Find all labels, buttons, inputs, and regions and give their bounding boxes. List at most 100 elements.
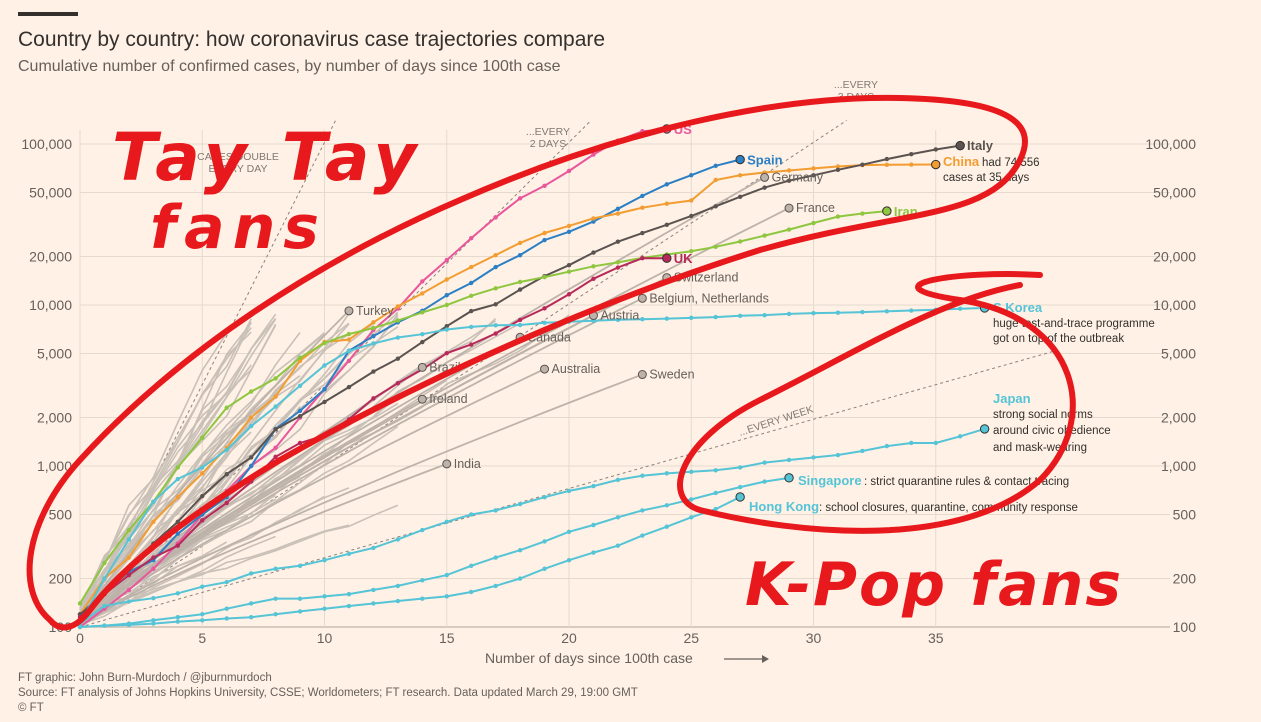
series-point bbox=[615, 543, 621, 548]
series-point bbox=[762, 460, 767, 465]
country-label: Germany bbox=[772, 170, 824, 184]
series-point bbox=[200, 435, 205, 440]
series-point bbox=[689, 515, 694, 520]
series-point bbox=[200, 518, 205, 523]
series-line bbox=[79, 496, 741, 628]
series-point bbox=[175, 591, 180, 596]
series-point bbox=[248, 571, 254, 576]
series-point bbox=[713, 314, 718, 320]
series-point bbox=[762, 312, 767, 318]
series-point bbox=[542, 183, 547, 189]
country-label: Ireland bbox=[429, 392, 467, 406]
y-tick-left: 50,000 bbox=[29, 184, 72, 200]
series-point bbox=[713, 244, 718, 249]
series-point bbox=[591, 264, 596, 269]
series-point bbox=[517, 501, 523, 507]
y-tick-right: 2,000 bbox=[1161, 410, 1196, 426]
series-point bbox=[200, 465, 205, 470]
x-tick: 35 bbox=[928, 630, 944, 646]
series-point bbox=[958, 434, 963, 439]
y-tick-left: 200 bbox=[49, 571, 73, 587]
y-tick-right: 1,000 bbox=[1161, 458, 1196, 474]
series-point bbox=[200, 584, 205, 589]
series-point bbox=[297, 609, 303, 614]
series-line bbox=[79, 307, 985, 625]
series-point bbox=[591, 483, 596, 489]
series-point bbox=[248, 415, 254, 420]
series-point bbox=[469, 235, 474, 241]
country-end-marker bbox=[637, 293, 647, 303]
series-point bbox=[542, 495, 547, 500]
series-label: Singapore bbox=[798, 473, 862, 488]
series-point bbox=[273, 566, 278, 571]
series-point bbox=[469, 324, 474, 330]
series-point bbox=[689, 213, 694, 219]
x-axis-label: Number of days since 100th case bbox=[485, 650, 693, 666]
y-tick-right: 100 bbox=[1173, 619, 1197, 635]
series-point bbox=[566, 269, 572, 274]
series-point bbox=[737, 173, 743, 178]
series-point bbox=[493, 323, 498, 328]
series-point bbox=[175, 615, 180, 620]
y-tick-right: 500 bbox=[1173, 506, 1197, 522]
annotation-japan: strong social norms bbox=[993, 409, 1093, 421]
series-point bbox=[493, 215, 498, 220]
x-axis-arrow bbox=[724, 655, 769, 663]
series-point bbox=[248, 389, 254, 394]
series-point bbox=[517, 576, 523, 581]
series-point bbox=[151, 499, 156, 504]
series-point bbox=[591, 276, 596, 282]
series-point bbox=[297, 413, 303, 419]
labeled-country-line bbox=[79, 368, 545, 628]
series-point bbox=[102, 560, 107, 566]
series-point bbox=[566, 263, 572, 268]
series-point bbox=[371, 587, 376, 593]
x-tick: 5 bbox=[198, 630, 206, 646]
series-point bbox=[420, 291, 425, 296]
y-tick-left: 100,000 bbox=[21, 136, 72, 152]
series-point bbox=[322, 594, 327, 599]
series-point bbox=[371, 601, 376, 606]
series-label: UK bbox=[674, 251, 693, 266]
series-end-marker bbox=[882, 206, 892, 216]
series-line bbox=[79, 476, 790, 628]
series-point bbox=[346, 384, 352, 390]
series-point bbox=[713, 163, 718, 169]
labeled-country-line bbox=[79, 463, 448, 628]
series-point bbox=[689, 315, 694, 321]
series-point bbox=[224, 579, 229, 585]
series-point bbox=[493, 252, 498, 258]
series-point bbox=[248, 615, 254, 620]
series-point bbox=[371, 325, 376, 331]
y-tick-left: 1,000 bbox=[37, 458, 72, 474]
annotation-china: had 74,556 bbox=[982, 157, 1040, 169]
doubling-guide-label-line: CASES DOUBLE bbox=[197, 151, 279, 163]
series-point bbox=[248, 455, 254, 460]
x-tick: 10 bbox=[317, 630, 333, 646]
series-point bbox=[542, 539, 547, 544]
series-point bbox=[884, 156, 890, 162]
country-label: Austria bbox=[600, 309, 639, 323]
y-tick-left: 10,000 bbox=[29, 297, 72, 313]
y-tick-left: 500 bbox=[49, 506, 73, 522]
series-point bbox=[884, 162, 890, 167]
series-point bbox=[200, 612, 205, 617]
series-point bbox=[811, 310, 816, 316]
handwriting-tay-tay: Tay Tay bbox=[112, 119, 422, 196]
series-point bbox=[273, 427, 278, 432]
series-point bbox=[395, 583, 401, 589]
series-point bbox=[493, 508, 498, 513]
series-point bbox=[346, 348, 352, 354]
series-point bbox=[542, 306, 547, 311]
series-point bbox=[762, 233, 767, 238]
doubling-guide-label: CASES DOUBLE EVERY DAY bbox=[197, 151, 279, 175]
series-point bbox=[248, 423, 254, 429]
series-point bbox=[493, 286, 498, 291]
series-point bbox=[126, 587, 132, 593]
x-tick: 25 bbox=[683, 630, 699, 646]
series-point bbox=[860, 162, 865, 167]
series-point bbox=[884, 443, 890, 449]
annotation-japan: around civic obedience bbox=[993, 425, 1111, 437]
country-label: India bbox=[454, 457, 481, 471]
series-point bbox=[420, 310, 425, 315]
